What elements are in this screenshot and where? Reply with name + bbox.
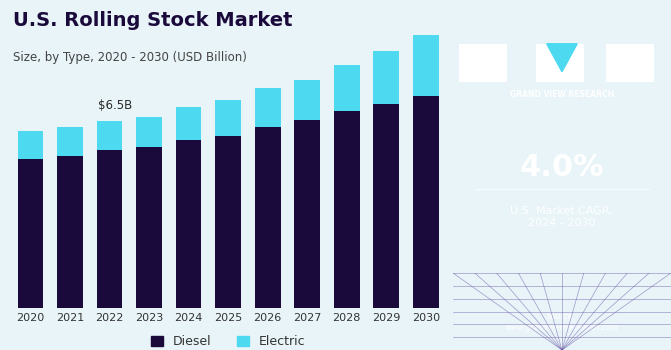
FancyBboxPatch shape bbox=[535, 44, 584, 82]
Bar bbox=[374, 104, 399, 308]
Bar bbox=[334, 111, 360, 308]
Bar bbox=[97, 150, 122, 308]
Text: Source:
www.grandviewresearch.com: Source: www.grandviewresearch.com bbox=[505, 312, 619, 332]
Bar bbox=[136, 117, 162, 147]
Bar bbox=[136, 147, 162, 308]
Bar bbox=[17, 132, 44, 159]
Bar bbox=[295, 120, 320, 308]
Text: $6.5B: $6.5B bbox=[98, 99, 132, 112]
Text: 4.0%: 4.0% bbox=[519, 154, 605, 182]
Bar bbox=[57, 156, 83, 308]
Polygon shape bbox=[547, 44, 577, 72]
Text: Size, by Type, 2020 - 2030 (USD Billion): Size, by Type, 2020 - 2030 (USD Billion) bbox=[13, 51, 248, 64]
Bar bbox=[413, 96, 439, 308]
Bar bbox=[255, 127, 280, 308]
Legend: Diesel, Electric: Diesel, Electric bbox=[146, 330, 311, 350]
Text: U.S. Rolling Stock Market: U.S. Rolling Stock Market bbox=[13, 10, 293, 29]
Text: U.S. Market CAGR,
2024 - 2030: U.S. Market CAGR, 2024 - 2030 bbox=[511, 206, 613, 228]
Bar bbox=[176, 140, 201, 308]
Bar bbox=[295, 80, 320, 120]
Bar bbox=[17, 159, 44, 308]
Text: GRAND VIEW RESEARCH: GRAND VIEW RESEARCH bbox=[510, 90, 614, 99]
Bar bbox=[413, 35, 439, 96]
Bar bbox=[215, 100, 241, 136]
FancyBboxPatch shape bbox=[605, 44, 654, 82]
Bar bbox=[57, 127, 83, 156]
Bar bbox=[255, 89, 280, 127]
FancyBboxPatch shape bbox=[460, 44, 507, 82]
Bar bbox=[176, 107, 201, 140]
Bar bbox=[374, 51, 399, 104]
Bar bbox=[334, 65, 360, 111]
Bar bbox=[97, 121, 122, 150]
Bar bbox=[215, 136, 241, 308]
